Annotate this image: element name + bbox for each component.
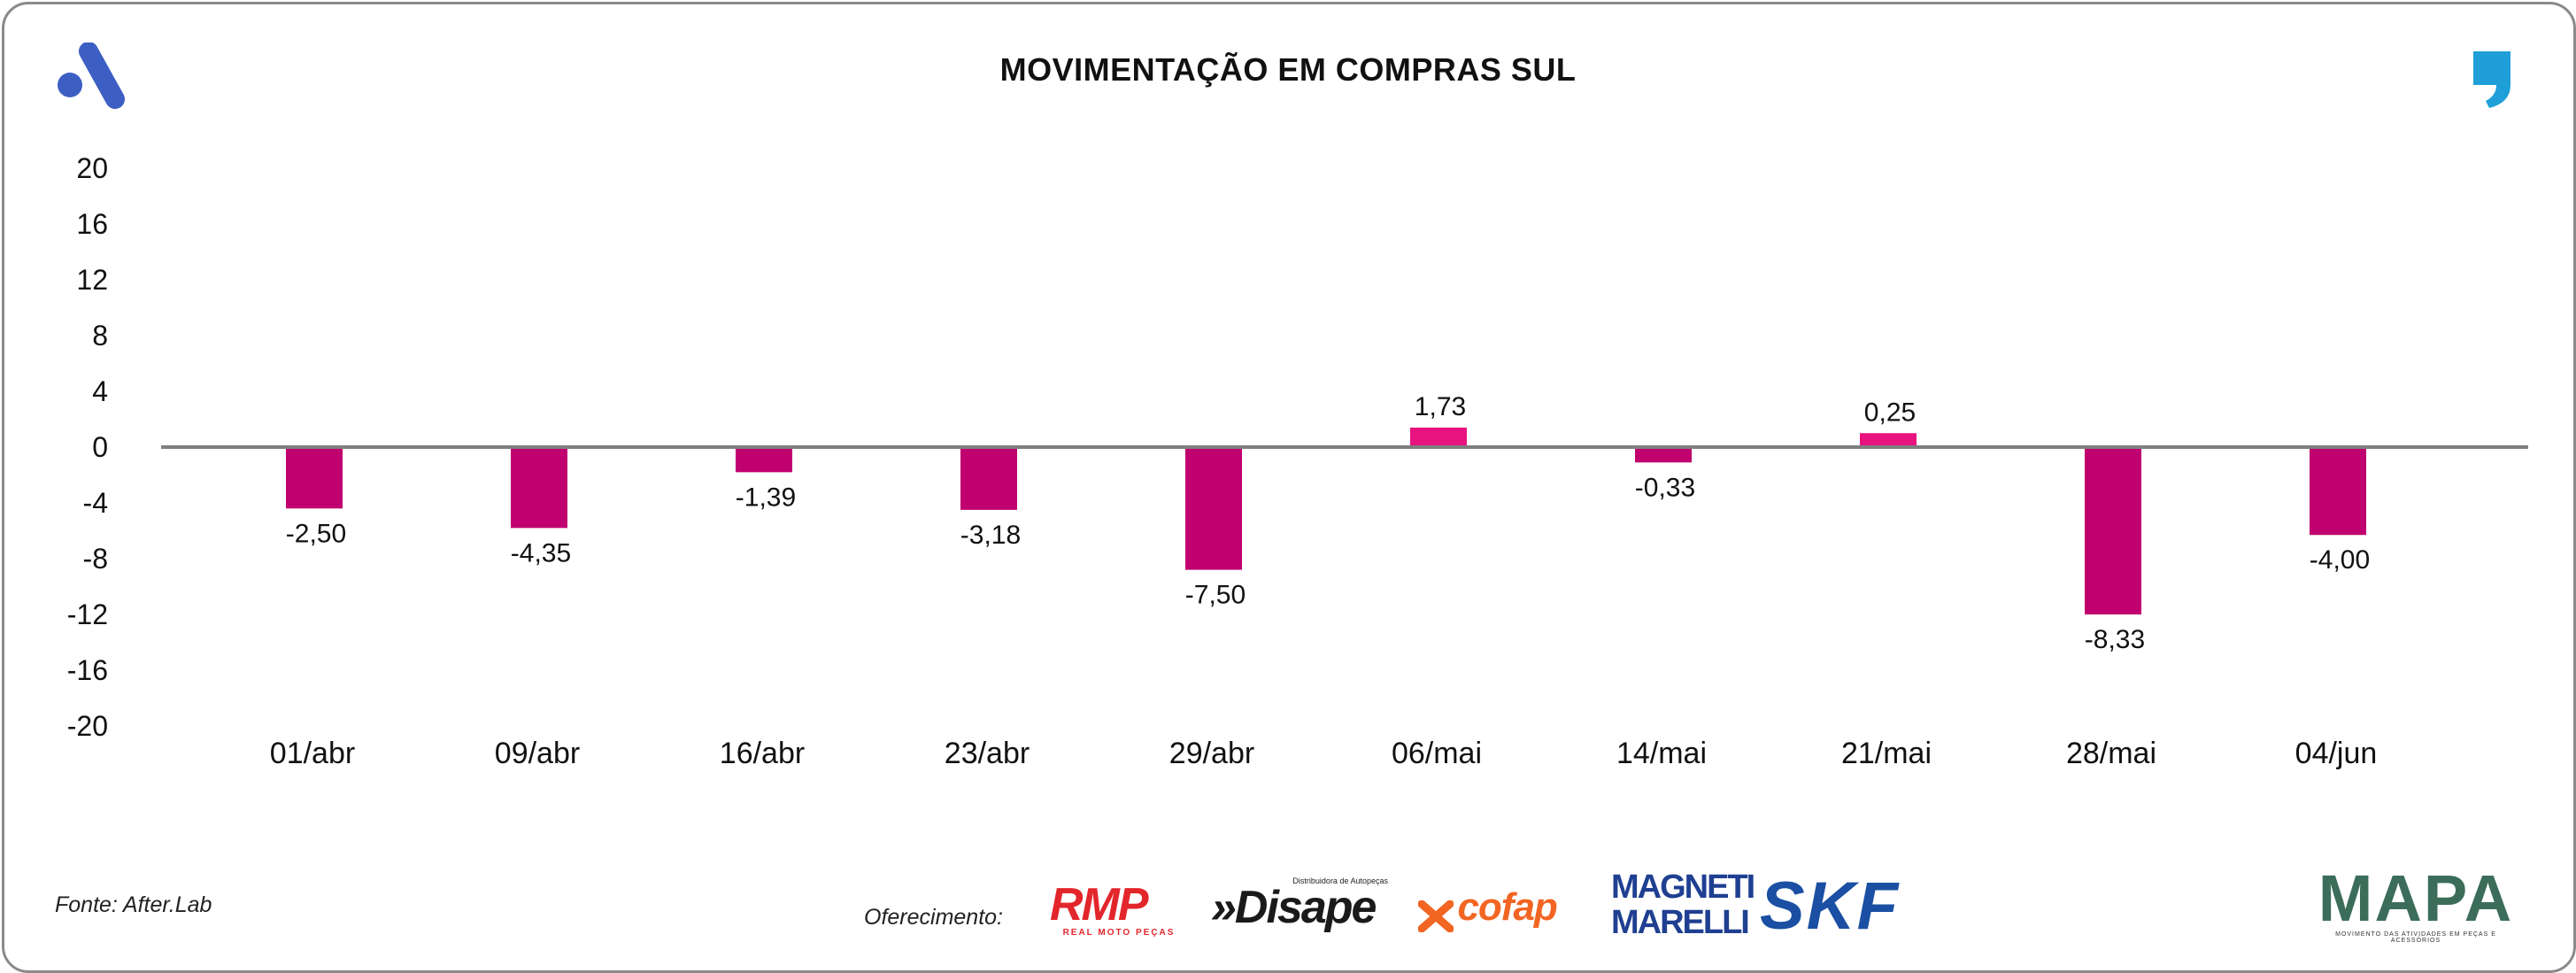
x-tick-label: 29/abr	[1169, 737, 1254, 770]
disape-logo-text: »Disape	[1211, 882, 1377, 933]
y-tick-label: 8	[92, 320, 108, 351]
data-label: -4,00	[2310, 545, 2370, 575]
mapa-logo-tag: MOVIMENTO DAS ATIVIDADES EM PEÇAS E ACES…	[2335, 931, 2496, 944]
bar	[2310, 447, 2366, 536]
skf-logo: SKF	[1760, 873, 1972, 940]
data-label: -7,50	[1185, 581, 1246, 610]
mapa-logo-text: MAPA	[2318, 861, 2514, 935]
y-axis: 20 16 12 8 4 0 -4 -8 -12 -16 -20	[67, 152, 108, 742]
rmp-logo-text: RMP	[1050, 879, 1149, 931]
magneti-marelli-logo: MAGNETI MARELLI	[1611, 869, 1755, 941]
mapa-logo: MAPA MOVIMENTO DAS ATIVIDADES EM PEÇAS E…	[2314, 861, 2518, 945]
cofap-logo: cofap	[1417, 885, 1595, 933]
bar	[1410, 427, 1467, 447]
bar	[960, 447, 1017, 510]
bar	[286, 447, 343, 509]
bar	[511, 447, 567, 529]
data-label: 1,73	[1415, 392, 1466, 421]
chart-title: MOVIMENTAÇÃO EM COMPRAS SUL	[999, 51, 1577, 88]
x-tick-label: 01/abr	[270, 737, 355, 770]
bar	[1635, 447, 1692, 463]
y-tick-label: -4	[83, 487, 108, 519]
data-label: -4,35	[511, 538, 571, 568]
source-note: Fonte: After.Lab	[55, 892, 212, 917]
x-tick-label: 28/mai	[2066, 737, 2156, 770]
bar	[736, 447, 792, 473]
bar	[1860, 433, 1917, 447]
y-tick-label: 0	[92, 431, 108, 463]
x-tick-label: 09/abr	[495, 737, 580, 770]
y-tick-label: 20	[76, 152, 108, 184]
x-tick-label: 21/mai	[1841, 737, 1932, 770]
x-tick-label: 14/mai	[1616, 737, 1707, 770]
cofap-x-icon	[1417, 900, 1454, 933]
bar	[1185, 447, 1242, 570]
data-labels-group: -2,50 -4,35 -1,39 -3,18 -7,50 1,73 -0,33 0,25 -8…	[286, 392, 2370, 654]
sponsor-label: Oferecimento:	[864, 905, 1004, 930]
bar-chart: 20 16 12 8 4 0 -4 -8 -12 -16 -20 -2,50 -4,35 -1,39 -3…	[67, 152, 2528, 770]
y-tick-label: 16	[76, 208, 108, 240]
disape-logo: Distribuidora de Autopeças »Disape	[1211, 876, 1388, 933]
brand-a-icon	[58, 42, 125, 109]
rmp-logo: RMP REAL MOTO PEÇAS	[1050, 882, 1188, 938]
y-tick-label: -16	[67, 654, 108, 686]
x-tick-label: 23/abr	[945, 737, 1030, 770]
skf-logo-text: SKF	[1760, 869, 1900, 944]
bar	[2085, 447, 2141, 614]
disape-logo-tag: Distribuidora de Autopeças	[1292, 876, 1388, 885]
data-label: -2,50	[286, 519, 346, 548]
data-label: -1,39	[736, 483, 796, 512]
data-label: -8,33	[2085, 625, 2145, 654]
y-tick-label: 4	[92, 375, 108, 407]
data-label: -3,18	[960, 521, 1021, 550]
bars-group	[286, 427, 2366, 614]
data-label: -0,33	[1635, 473, 1695, 502]
x-tick-label: 16/abr	[720, 737, 805, 770]
data-label: 0,25	[1864, 398, 1916, 427]
x-tick-label: 04/jun	[2295, 737, 2378, 770]
rmp-logo-tag: REAL MOTO PEÇAS	[1062, 928, 1176, 938]
magneti-logo-line2: MARELLI	[1611, 904, 1750, 941]
magneti-logo-line1: MAGNETI	[1611, 869, 1755, 906]
quote-mark-icon	[2473, 51, 2510, 108]
cofap-logo-text: cofap	[1457, 885, 1557, 929]
x-tick-label: 06/mai	[1392, 737, 1482, 770]
y-tick-label: -12	[67, 598, 108, 630]
y-tick-label: -20	[67, 710, 108, 742]
x-axis: 01/abr 09/abr 16/abr 23/abr 29/abr 06/mai 14/m…	[270, 737, 2378, 770]
y-tick-label: -8	[83, 543, 108, 575]
y-tick-label: 12	[76, 264, 108, 296]
